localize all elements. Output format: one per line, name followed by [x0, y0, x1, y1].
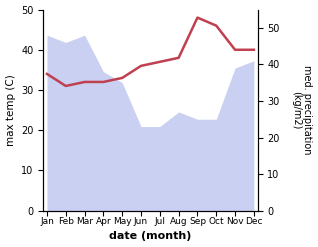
- Y-axis label: max temp (C): max temp (C): [5, 74, 16, 146]
- Y-axis label: med. precipitation
(kg/m2): med. precipitation (kg/m2): [291, 65, 313, 155]
- X-axis label: date (month): date (month): [109, 231, 192, 242]
